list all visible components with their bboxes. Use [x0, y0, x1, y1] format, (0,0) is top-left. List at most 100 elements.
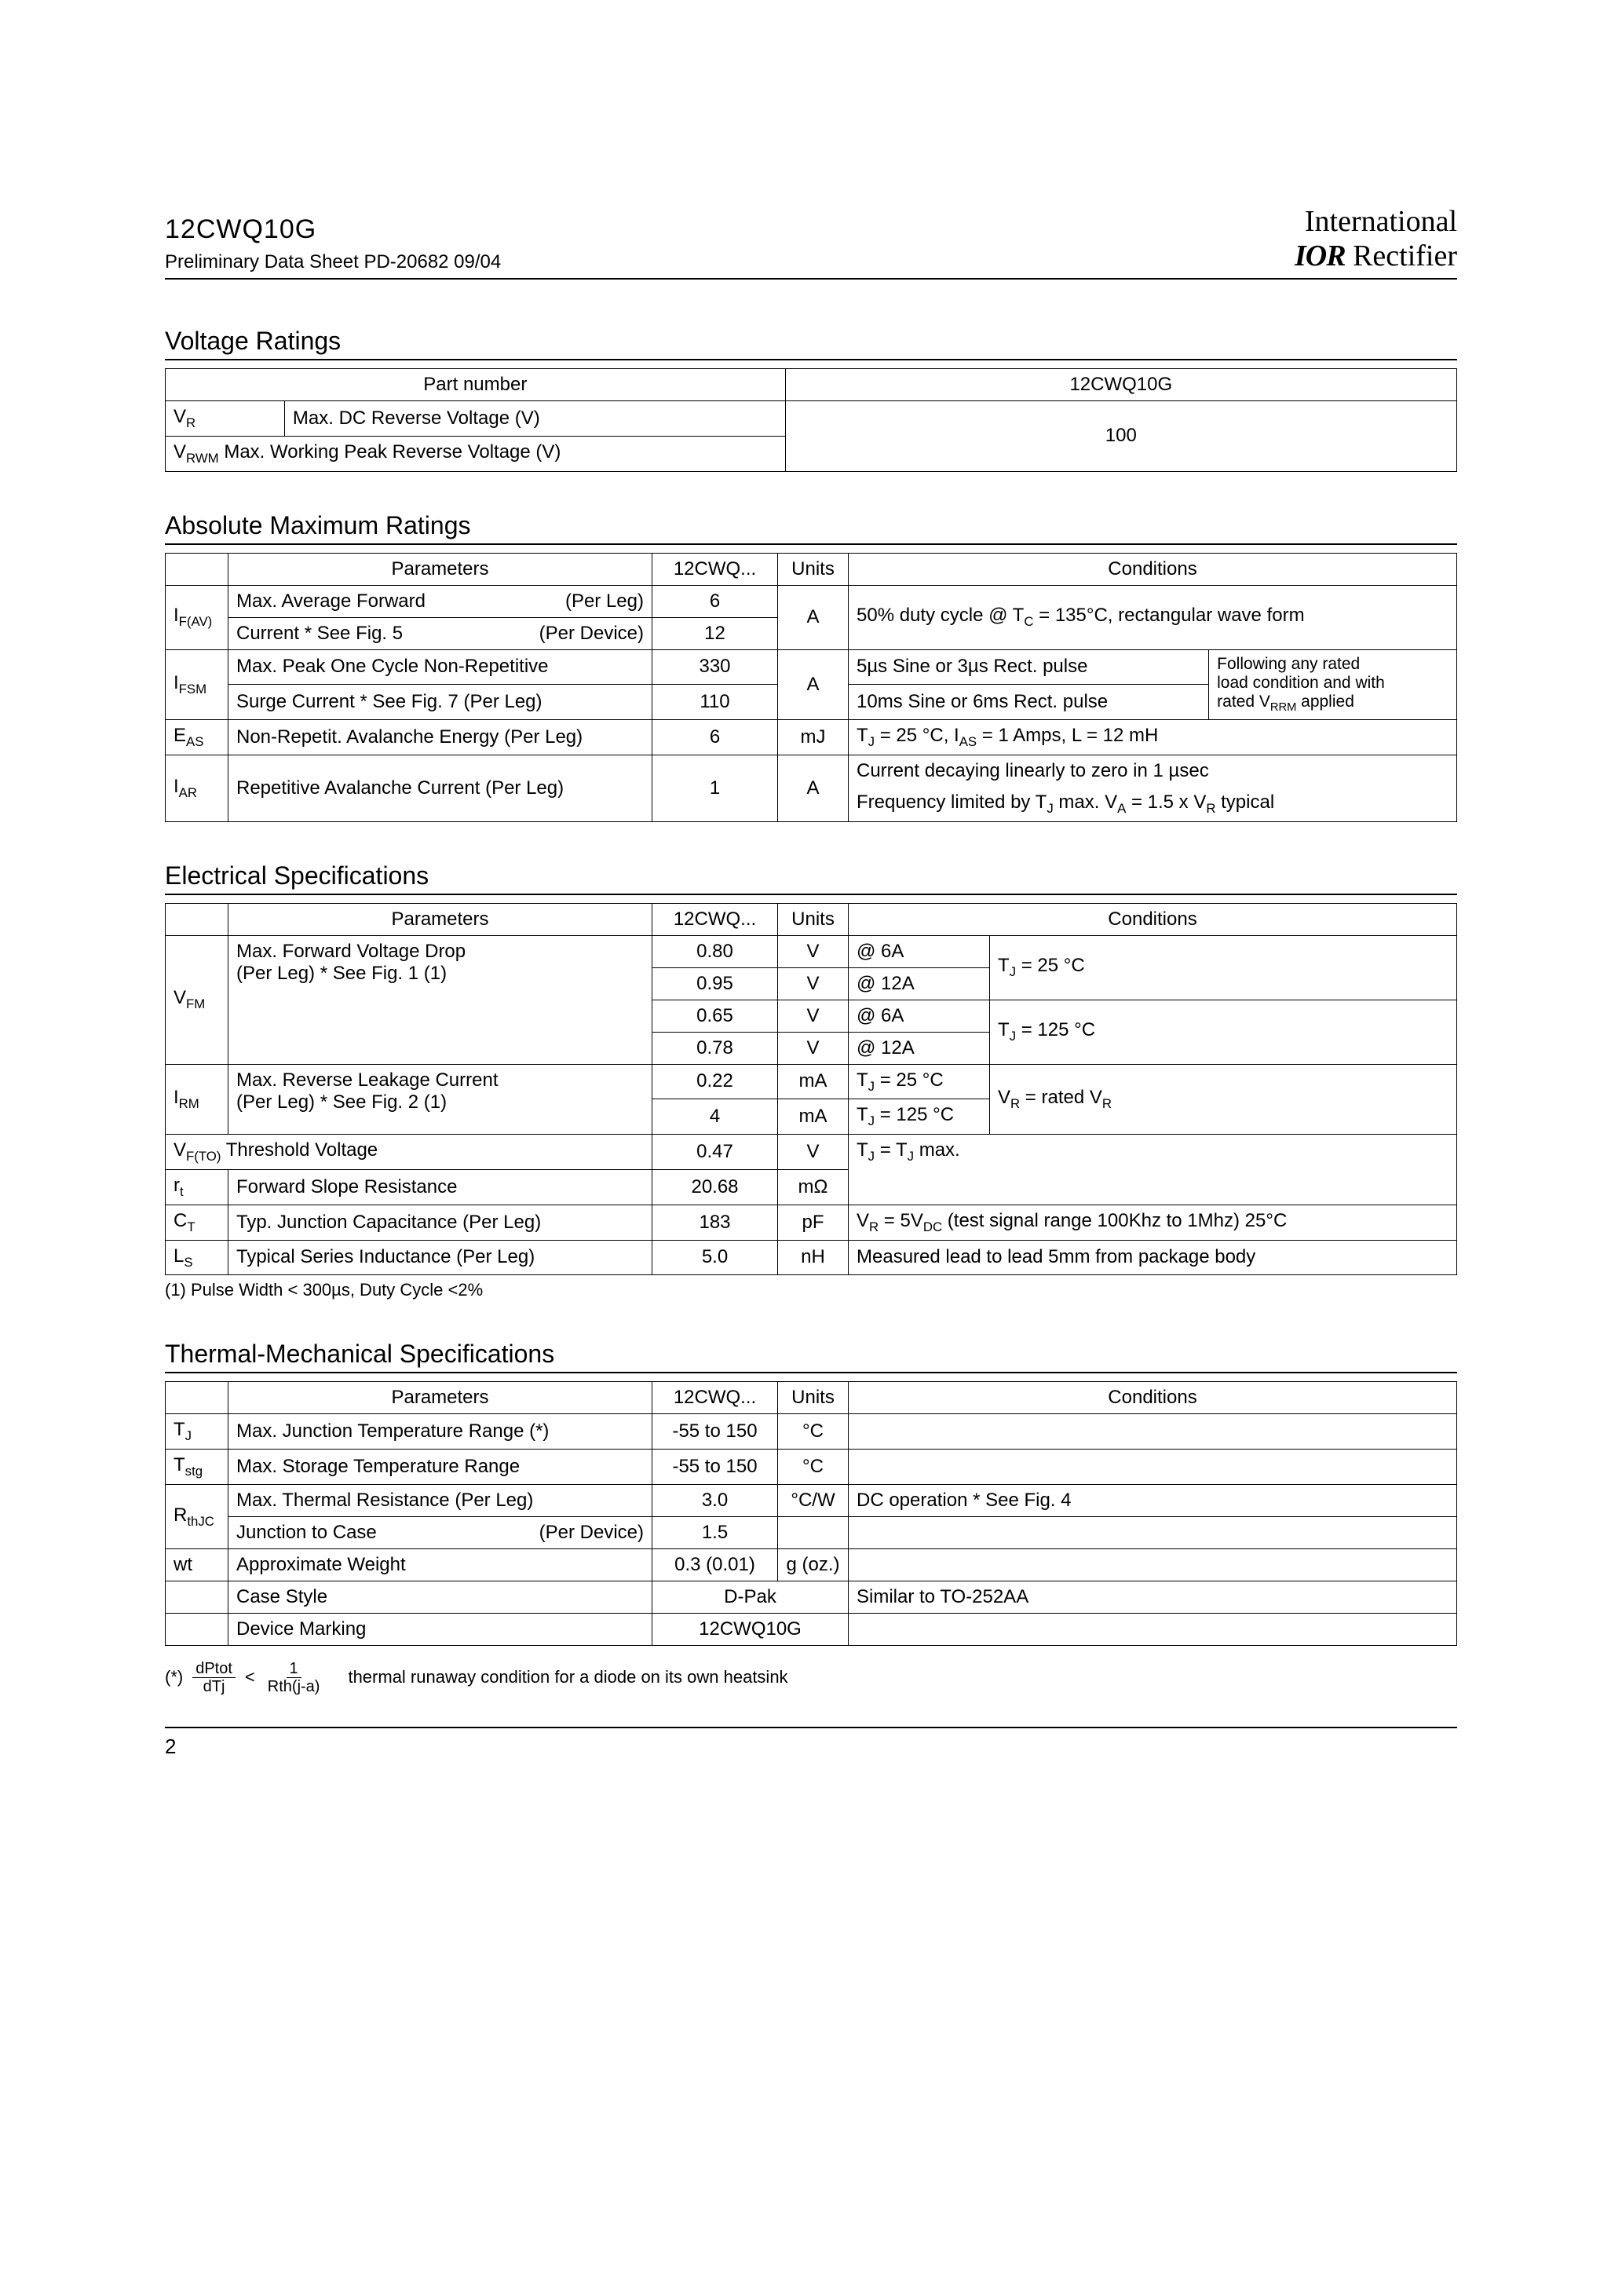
- thermal-sym-case: [166, 1581, 228, 1613]
- absmax-val-iar: 1: [652, 755, 778, 821]
- thermal-case-v: D-Pak: [652, 1581, 849, 1613]
- brand-line1: International: [1295, 204, 1457, 239]
- page-header: 12CWQ10G Preliminary Data Sheet PD-20682…: [165, 204, 1457, 280]
- elec-vfto-v: 0.47: [652, 1135, 778, 1170]
- thermal-rth-u: °C/W: [778, 1484, 849, 1516]
- thermal-param-case: Case Style: [228, 1581, 652, 1613]
- thermal-tstg-c: [849, 1450, 1457, 1485]
- elec-ls-u: nH: [778, 1240, 849, 1275]
- section-voltage-title: Voltage Ratings: [165, 327, 1457, 360]
- thermal-mark-c: [849, 1613, 1457, 1645]
- thermal-sym-wt: wt: [166, 1548, 228, 1581]
- absmax-unit-eas: mJ: [778, 719, 849, 755]
- elec-irm-c2: TJ = 125 °C: [849, 1099, 990, 1135]
- voltage-param-vr: Max. DC Reverse Voltage (V): [284, 401, 785, 437]
- absmax-cond-iar2: Frequency limited by TJ max. VA = 1.5 x …: [849, 787, 1457, 821]
- doc-subline: Preliminary Data Sheet PD-20682 09/04: [165, 251, 501, 273]
- elec-irm-u1: mA: [778, 1099, 849, 1135]
- section-thermal-title: Thermal-Mechanical Specifications: [165, 1340, 1457, 1373]
- thermal-rth2-c: [849, 1516, 1457, 1548]
- elec-irm-v0: 0.22: [652, 1064, 778, 1099]
- absmax-sym-ifsm: IFSM: [166, 649, 228, 719]
- absmax-h-cond: Conditions: [849, 553, 1457, 585]
- section-elec-title: Electrical Specifications: [165, 861, 1457, 895]
- elec-vfm-v0: 0.80: [652, 935, 778, 967]
- elec-vfm-v3: 0.78: [652, 1032, 778, 1064]
- absmax-sym-iar: IAR: [166, 755, 228, 821]
- thermal-tj-c: [849, 1414, 1457, 1450]
- voltage-sym-vr: VR: [166, 401, 285, 437]
- thermal-tj-u: °C: [778, 1414, 849, 1450]
- voltage-table: Part number 12CWQ10G VR Max. DC Reverse …: [165, 368, 1457, 472]
- absmax-h-units: Units: [778, 553, 849, 585]
- voltage-merged-val: 100: [785, 401, 1456, 472]
- footnote-frac1: dPtot dTj: [192, 1660, 236, 1695]
- voltage-col-partnum: Part number: [166, 369, 786, 401]
- thermal-sym-mark: [166, 1613, 228, 1645]
- elec-ct-u: pF: [778, 1205, 849, 1240]
- thermal-param-wt: Approximate Weight: [228, 1548, 652, 1581]
- elec-vfm-v1: 0.95: [652, 967, 778, 1000]
- elec-vfm-tj2: TJ = 125 °C: [990, 1000, 1457, 1064]
- elec-vfm-c2: @ 6A: [849, 1000, 990, 1032]
- thermal-wt-v: 0.3 (0.01): [652, 1548, 778, 1581]
- voltage-col-val: 12CWQ10G: [785, 369, 1456, 401]
- footnote-lt: <: [245, 1667, 255, 1687]
- absmax-val-ifav2: 12: [652, 617, 778, 649]
- elec-vfm-tj1: TJ = 25 °C: [990, 935, 1457, 1000]
- elec-h-param: Parameters: [228, 903, 652, 935]
- brand-line2: IOR Rectifier: [1295, 239, 1457, 273]
- thermal-wt-u: g (oz.): [778, 1548, 849, 1581]
- elec-ct-c: VR = 5VDC (test signal range 100Khz to 1…: [849, 1205, 1457, 1240]
- absmax-cond-ifsm2: 10ms Sine or 6ms Rect. pulse: [849, 685, 1209, 720]
- elec-sym-vfm: VFM: [166, 935, 228, 1064]
- elec-ct-v: 183: [652, 1205, 778, 1240]
- absmax-h-val: 12CWQ...: [652, 553, 778, 585]
- thermal-mark-v: 12CWQ10G: [652, 1613, 849, 1645]
- thermal-case-c: Similar to TO-252AA: [849, 1581, 1457, 1613]
- elec-footnote: (1) Pulse Width < 300µs, Duty Cycle <2%: [165, 1280, 1457, 1300]
- absmax-table: Parameters 12CWQ... Units Conditions IF(…: [165, 553, 1457, 822]
- thermal-rth-c: DC operation * See Fig. 4: [849, 1484, 1457, 1516]
- footnote-frac2: 1 Rth(j-a): [265, 1660, 323, 1695]
- elec-vfm-c3: @ 12A: [849, 1032, 990, 1064]
- thermal-table: Parameters 12CWQ... Units Conditions TJ …: [165, 1381, 1457, 1646]
- thermal-h-cond: Conditions: [849, 1382, 1457, 1414]
- thermal-tstg-v: -55 to 150: [652, 1450, 778, 1485]
- elec-sym-rt: rt: [166, 1169, 228, 1205]
- absmax-cond-ifsm-right: Following any rated load condition and w…: [1209, 649, 1457, 719]
- absmax-h-blank: [166, 553, 228, 585]
- thermal-sym-rth: RthJC: [166, 1484, 228, 1548]
- elec-irm-u0: mA: [778, 1064, 849, 1099]
- elec-sym-ls: LS: [166, 1240, 228, 1275]
- absmax-param-iar: Repetitive Avalanche Current (Per Leg): [228, 755, 652, 821]
- absmax-cond-ifav: 50% duty cycle @ TC = 135°C, rectangular…: [849, 585, 1457, 649]
- part-number: 12CWQ10G: [165, 214, 501, 245]
- absmax-val-ifsm2: 110: [652, 685, 778, 720]
- elec-h-val: 12CWQ...: [652, 903, 778, 935]
- thermal-footnote: (*) dPtot dTj < 1 Rth(j-a) thermal runaw…: [165, 1660, 1457, 1695]
- elec-vfto-c: TJ = TJ max.: [849, 1135, 1457, 1205]
- elec-ls-v: 5.0: [652, 1240, 778, 1275]
- elec-param-ls: Typical Series Inductance (Per Leg): [228, 1240, 652, 1275]
- thermal-h-val: 12CWQ...: [652, 1382, 778, 1414]
- absmax-val-ifav1: 6: [652, 585, 778, 617]
- thermal-param-tstg: Max. Storage Temperature Range: [228, 1450, 652, 1485]
- thermal-rth2-u: [778, 1516, 849, 1548]
- page-number: 2: [165, 1727, 1457, 1759]
- elec-ls-c: Measured lead to lead 5mm from package b…: [849, 1240, 1457, 1275]
- absmax-param-ifsm2: Surge Current * See Fig. 7 (Per Leg): [228, 685, 652, 720]
- elec-irm-right: VR = rated VR: [990, 1064, 1457, 1135]
- absmax-param-ifsm1: Max. Peak One Cycle Non-Repetitive: [228, 649, 652, 685]
- thermal-sym-tj: TJ: [166, 1414, 228, 1450]
- elec-vfm-u1: V: [778, 967, 849, 1000]
- elec-sym-ct: CT: [166, 1205, 228, 1240]
- thermal-h-units: Units: [778, 1382, 849, 1414]
- absmax-unit-ifav: A: [778, 585, 849, 649]
- section-absmax-title: Absolute Maximum Ratings: [165, 511, 1457, 545]
- thermal-tj-v: -55 to 150: [652, 1414, 778, 1450]
- absmax-sym-eas: EAS: [166, 719, 228, 755]
- absmax-sym-ifav: IF(AV): [166, 585, 228, 649]
- elec-irm-v1: 4: [652, 1099, 778, 1135]
- thermal-rth2-v: 1.5: [652, 1516, 778, 1548]
